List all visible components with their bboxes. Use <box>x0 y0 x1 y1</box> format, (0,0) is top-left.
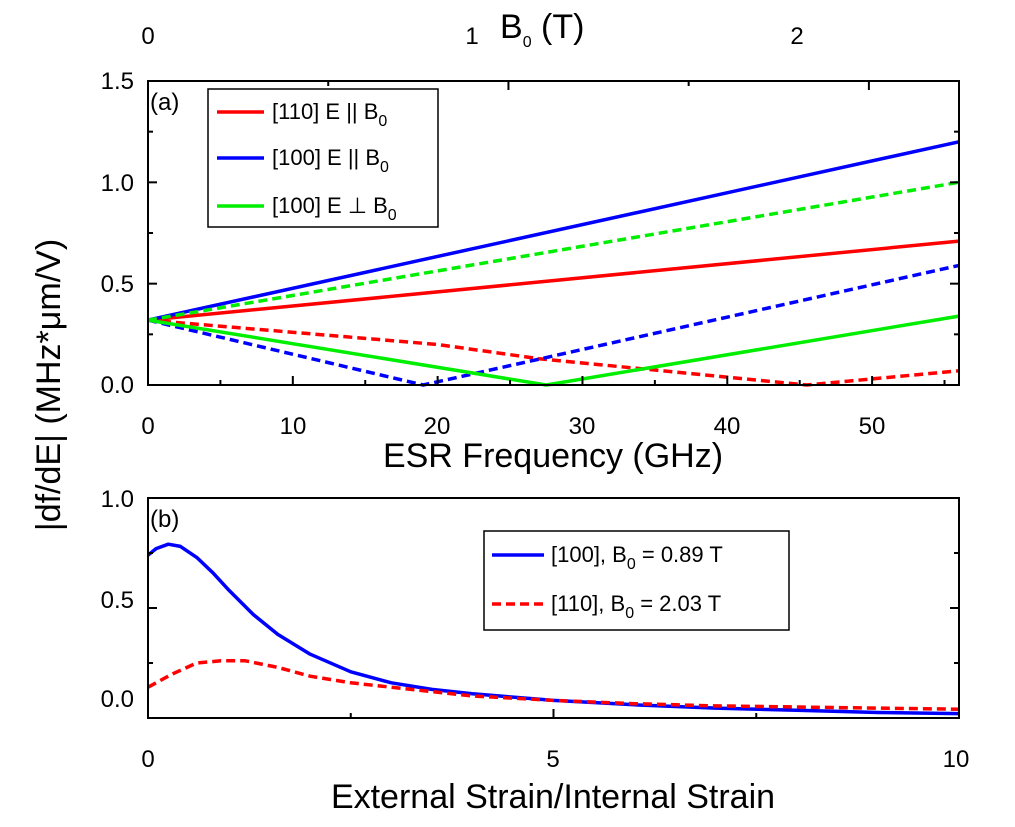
legend-entry: [110], B0 = 2.03 T <box>551 591 721 622</box>
b-ytick-label: 1.0 <box>101 486 134 513</box>
legend-entry: [100], B0 = 0.89 T <box>551 542 723 573</box>
a-ytick-label: 1.5 <box>101 68 134 95</box>
panel-b-series <box>146 542 960 716</box>
a-x2tick-label: 0 <box>141 23 154 50</box>
a-xtick-label: 0 <box>141 413 154 440</box>
a-x-axis-title: ESR Frequency (GHz) <box>383 437 723 475</box>
a-xtick-label: 20 <box>424 413 451 440</box>
series-line <box>146 542 960 716</box>
panel-a: 0 10 20 30 40 50 0.0 0.5 1.0 1.5 0 1 2 B… <box>101 8 960 475</box>
series-line <box>147 180 960 322</box>
panel-a-legend: [110] E || B0 [100] E || B0 [100] E ⊥ B0 <box>207 88 439 228</box>
panel-label-b: (b) <box>150 506 179 533</box>
b-xtick-label: 10 <box>943 746 970 773</box>
a-ytick-label: 0.5 <box>101 271 134 298</box>
b-x-axis-title: External Strain/Internal Strain <box>331 778 775 816</box>
a-ytick-label: 1.0 <box>101 170 134 197</box>
series-line <box>147 140 960 322</box>
b-ytick-label: 0.5 <box>101 587 134 614</box>
a-ytick-label: 0.0 <box>101 372 134 399</box>
series-line <box>147 659 960 711</box>
a-xtick-label: 50 <box>859 413 886 440</box>
legend-box <box>483 530 790 631</box>
series-line <box>147 263 960 387</box>
a-x2tick-label: 2 <box>790 23 803 50</box>
y-axis-title: |df/dE| (MHz*μm/V) <box>30 239 68 531</box>
a-xtick-label: 40 <box>714 413 741 440</box>
panel-b: 0 5 10 0.0 0.5 1.0 External Strain/Inter… <box>101 486 970 816</box>
panel-a-ticks <box>147 80 959 386</box>
series-line <box>147 314 960 387</box>
b-xtick-label: 0 <box>141 746 154 773</box>
series-line <box>147 239 960 322</box>
legend-entry: [110] E || B0 <box>272 99 387 130</box>
panel-b-legend: [100], B0 = 0.89 T [110], B0 = 2.03 T <box>483 530 790 631</box>
a-x2-axis-title: B0 (T) <box>500 8 584 51</box>
panel-b-ticks <box>147 497 960 719</box>
b-ytick-label: 0.0 <box>101 686 134 713</box>
b-xtick-label: 5 <box>546 746 559 773</box>
a-xtick-label: 10 <box>280 413 307 440</box>
a-x2tick-label: 1 <box>465 23 478 50</box>
series-line <box>147 318 960 387</box>
a-xtick-label: 30 <box>569 413 596 440</box>
legend-entry: [100] E ⊥ B0 <box>272 193 397 224</box>
legend-entry: [100] E || B0 <box>272 145 389 176</box>
panel-label-a: (a) <box>150 89 179 116</box>
